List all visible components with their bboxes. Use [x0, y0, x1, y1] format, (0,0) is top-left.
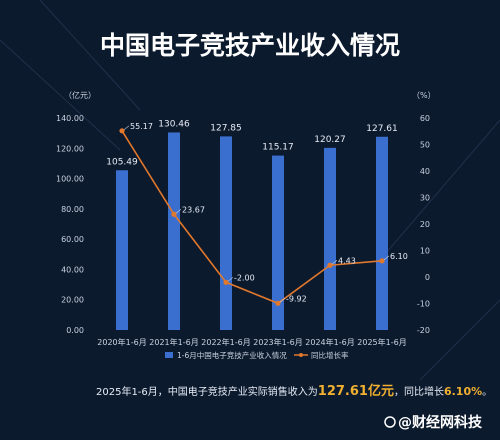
bar-value-labels: 105.49 130.46 127.85 115.17 120.27 127.61	[106, 119, 398, 167]
growth-value-label: 23.67	[182, 205, 205, 214]
right-tick-label: 50	[420, 141, 430, 150]
growth-line-series: 55.17 23.67 -2.00 -9.92 4.43 6.10	[119, 122, 408, 306]
right-tick-label: -10	[417, 300, 430, 309]
legend-bar-swatch	[165, 352, 173, 358]
growth-value-label: 55.17	[130, 122, 153, 131]
left-tick-label: 40.00	[61, 265, 84, 274]
left-axis-unit: （亿元）	[64, 90, 96, 100]
right-axis-unit: （%）	[412, 91, 436, 100]
bar	[376, 136, 388, 330]
bar-value-label: 127.61	[366, 124, 398, 134]
footnote-prefix: 2025年1-6月，中国电子竞技产业实际销售收入为	[96, 385, 318, 398]
legend-line-marker	[299, 353, 303, 357]
growth-point	[379, 258, 385, 264]
bar	[220, 136, 232, 330]
growth-value-label: -9.92	[286, 294, 307, 303]
category-label: 2023年1-6月	[253, 337, 302, 347]
growth-value-label: 4.43	[338, 256, 356, 265]
bar-value-label: 105.49	[106, 157, 138, 167]
bar-value-label: 130.46	[158, 119, 190, 129]
footnote-middle: ，同比增长	[394, 385, 444, 398]
growth-point	[223, 279, 229, 285]
growth-point	[171, 211, 177, 217]
category-label: 2024年1-6月	[305, 337, 354, 347]
bar	[272, 155, 284, 330]
bar-value-label: 115.17	[262, 143, 294, 153]
right-tick-label: 60	[420, 114, 430, 123]
legend: 1-6月中国电子竞技产业收入情况 同比增长率	[165, 350, 349, 360]
legend-line-label: 同比增长率	[311, 350, 349, 360]
watermark-text: @财经网科技	[398, 414, 483, 431]
growth-label-leader	[175, 209, 182, 214]
footnote-suffix: 。	[482, 387, 492, 398]
growth-value-label: 6.10	[390, 252, 408, 261]
left-tick-label: 100.00	[56, 175, 84, 184]
category-labels: 2020年1-6月 2021年1-6月 2022年1-6月 2023年1-6月 2024…	[97, 337, 406, 347]
left-tick-label: 20.00	[61, 296, 84, 305]
left-tick-label: 0.00	[66, 326, 84, 335]
right-tick-label: 0	[425, 273, 430, 282]
left-tick-label: 60.00	[61, 235, 84, 244]
right-tick-label: 40	[420, 167, 430, 176]
growth-point	[119, 128, 125, 134]
growth-label-leader	[279, 298, 286, 303]
right-axis-ticks: -20 -10 0 10 20 30 40 50 60	[417, 114, 430, 335]
right-tick-label: 10	[420, 247, 430, 256]
left-axis-ticks: 0.00 20.00 40.00 60.00 80.00 100.00 120.00 140.…	[56, 114, 84, 335]
right-tick-label: -20	[417, 326, 430, 335]
legend-bar-label: 1-6月中国电子竞技产业收入情况	[177, 350, 287, 360]
growth-line	[121, 130, 383, 305]
left-tick-label: 140.00	[56, 114, 84, 123]
background-decoration	[0, 0, 500, 381]
growth-value-label: -2.00	[234, 273, 255, 282]
bar	[168, 132, 180, 330]
growth-point	[327, 262, 333, 268]
footnote-amount: 127.61亿元	[318, 383, 394, 399]
footnote: 2025年1-6月，中国电子竞技产业实际销售收入为127.61亿元，同比增长6.…	[96, 383, 492, 399]
category-label: 2021年1-6月	[149, 337, 198, 347]
growth-label-leader	[331, 260, 338, 265]
watermark: @财经网科技	[384, 414, 483, 431]
bar-series	[116, 132, 388, 330]
chart-title: 中国电子竞技产业收入情况	[100, 31, 400, 60]
category-label: 2025年1-6月	[357, 337, 406, 347]
bar-value-label: 120.27	[314, 135, 346, 145]
growth-label-leader	[123, 125, 130, 131]
bar-value-label: 127.85	[210, 123, 242, 133]
growth-label-leader	[383, 255, 390, 261]
left-tick-label: 120.00	[56, 144, 84, 153]
weibo-logo-icon	[384, 416, 396, 428]
left-tick-label: 80.00	[61, 205, 84, 214]
footnote-rate: 6.10%	[444, 385, 482, 398]
growth-label-leader	[227, 277, 234, 282]
bar	[116, 170, 128, 330]
growth-point	[275, 300, 281, 306]
right-tick-label: 30	[420, 194, 430, 203]
category-label: 2022年1-6月	[201, 337, 250, 347]
category-label: 2020年1-6月	[97, 337, 146, 347]
right-tick-label: 20	[420, 220, 430, 229]
bar	[324, 147, 336, 330]
